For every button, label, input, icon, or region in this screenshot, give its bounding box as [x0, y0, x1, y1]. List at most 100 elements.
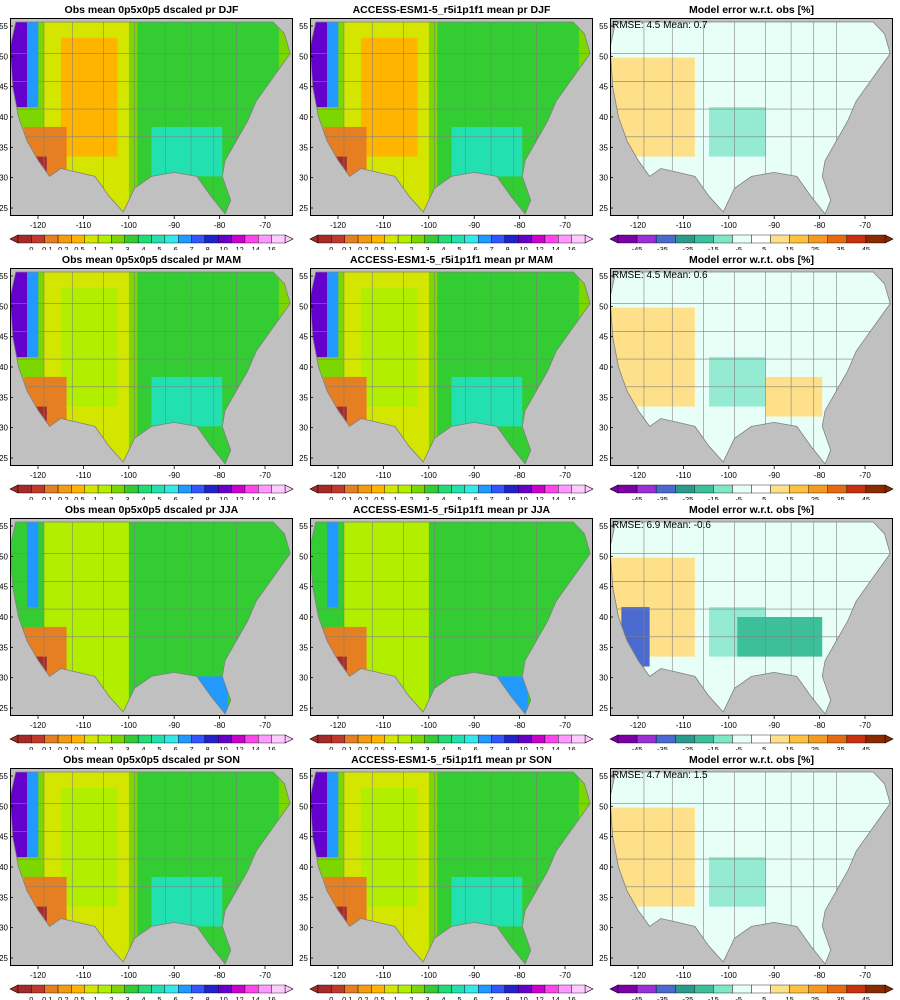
colorbar-swatch: [675, 985, 694, 993]
y-tick-label: 30: [599, 924, 608, 933]
map-plot: [610, 518, 893, 716]
y-tick-label: 35: [599, 393, 608, 402]
colorbar-swatch: [618, 735, 637, 743]
x-tick-label: -120: [630, 971, 647, 980]
rmse-mean-stat: RMSE: 4.7 Mean: 1.5: [612, 770, 708, 781]
y-tick-label: 40: [599, 863, 608, 872]
rmse-value: RMSE: 4.5: [612, 270, 660, 281]
colorbar-swatch: [771, 985, 790, 993]
colorbar-swatch: [637, 485, 656, 493]
mean-value: Mean: 0.7: [660, 20, 707, 31]
y-tick-label: 50: [599, 802, 608, 811]
y-tick-label: 40: [599, 113, 608, 122]
colorbar-swatch: [809, 235, 828, 243]
rmse-value: RMSE: 4.5: [612, 20, 660, 31]
colorbar-swatch: [866, 985, 885, 993]
y-tick-label: 25: [599, 204, 608, 213]
colorbar-swatch: [618, 235, 637, 243]
x-tick-label: -110: [676, 971, 692, 980]
y-tick-label: 35: [599, 143, 608, 152]
colorbar-swatch: [847, 485, 866, 493]
colorbar-swatch: [637, 985, 656, 993]
y-tick-label: 55: [599, 772, 608, 781]
colorbar-swatch: [771, 485, 790, 493]
rmse-mean-stat: RMSE: 4.5 Mean: 0.6: [612, 270, 708, 281]
colorbar-swatch: [866, 735, 885, 743]
mean-value: Mean: -0.6: [660, 520, 711, 531]
colorbar-label: 35: [836, 995, 844, 1000]
colorbar-swatch: [866, 485, 885, 493]
colorbar-swatch: [675, 735, 694, 743]
x-tick-label: -90: [768, 471, 780, 480]
y-tick-label: 45: [599, 333, 608, 342]
y-tick-label: 30: [599, 674, 608, 683]
colorbar-swatch: [713, 735, 732, 743]
colorbar-swatch: [694, 735, 713, 743]
colorbar-swatch: [847, 235, 866, 243]
x-tick-label: -90: [768, 221, 780, 230]
colorbar-swatch: [732, 735, 751, 743]
x-tick-label: -110: [676, 471, 692, 480]
colorbar-swatch: [790, 235, 809, 243]
colorbar-swatch: [790, 985, 809, 993]
map-svg: -120 -110 -100 -90 -80 -7025303540455055-45 -3…: [0, 500, 900, 750]
colorbar-swatch: [694, 235, 713, 243]
colorbar-swatch: [732, 985, 751, 993]
colorbar-swatch: [809, 735, 828, 743]
colorbar-swatch: [790, 485, 809, 493]
mean-value: Mean: 1.5: [660, 770, 707, 781]
colorbar-swatch: [656, 235, 675, 243]
x-tick-label: -70: [859, 721, 871, 730]
y-tick-label: 45: [599, 833, 608, 842]
x-tick-label: -70: [859, 471, 871, 480]
y-tick-label: 35: [599, 893, 608, 902]
map-svg: -120 -110 -100 -90 -80 -7025303540455055-45 -3…: [0, 750, 900, 1000]
colorbar-swatch: [847, 735, 866, 743]
colorbar-label: -5: [735, 995, 742, 1000]
x-tick-label: -100: [721, 471, 738, 480]
map-svg: -120 -110 -100 -90 -80 -7025303540455055-45 -3…: [0, 250, 900, 500]
x-tick-label: -90: [768, 721, 780, 730]
y-tick-label: 50: [599, 52, 608, 61]
x-tick-label: -70: [859, 971, 871, 980]
x-tick-label: -70: [859, 221, 871, 230]
colorbar-swatch: [771, 235, 790, 243]
x-tick-label: -100: [721, 721, 738, 730]
colorbar-swatch: [713, 235, 732, 243]
y-tick-label: 50: [599, 302, 608, 311]
x-tick-label: -120: [630, 721, 647, 730]
x-tick-label: -80: [814, 471, 826, 480]
colorbar-label: 25: [811, 995, 819, 1000]
colorbar-swatch: [656, 735, 675, 743]
x-tick-label: -100: [721, 221, 738, 230]
x-tick-label: -80: [814, 971, 826, 980]
colorbar-swatch: [656, 485, 675, 493]
colorbar-label: -35: [657, 995, 668, 1000]
x-tick-label: -100: [721, 971, 738, 980]
mean-value: Mean: 0.6: [660, 270, 707, 281]
x-tick-label: -90: [768, 971, 780, 980]
colorbar-swatch: [618, 485, 637, 493]
y-tick-label: 55: [599, 272, 608, 281]
y-tick-label: 25: [599, 704, 608, 713]
x-tick-label: -110: [676, 221, 692, 230]
colorbar-label: 5: [762, 995, 766, 1000]
colorbar-swatch: [618, 985, 637, 993]
x-tick-label: -110: [676, 721, 692, 730]
colorbar-swatch: [771, 735, 790, 743]
y-tick-label: 55: [599, 22, 608, 31]
colorbar-swatch: [752, 235, 771, 243]
colorbar-label: 45: [862, 995, 870, 1000]
x-tick-label: -80: [814, 221, 826, 230]
rmse-mean-stat: RMSE: 6.9 Mean: -0.6: [612, 520, 711, 531]
colorbar-swatch: [809, 985, 828, 993]
colorbar-swatch: [675, 485, 694, 493]
colorbar-swatch: [790, 735, 809, 743]
y-tick-label: 45: [599, 583, 608, 592]
y-tick-label: 25: [599, 454, 608, 463]
colorbar-swatch: [752, 735, 771, 743]
y-tick-label: 30: [599, 424, 608, 433]
colorbar-swatch: [713, 985, 732, 993]
colorbar-label: 15: [785, 995, 793, 1000]
colorbar-swatch: [675, 235, 694, 243]
